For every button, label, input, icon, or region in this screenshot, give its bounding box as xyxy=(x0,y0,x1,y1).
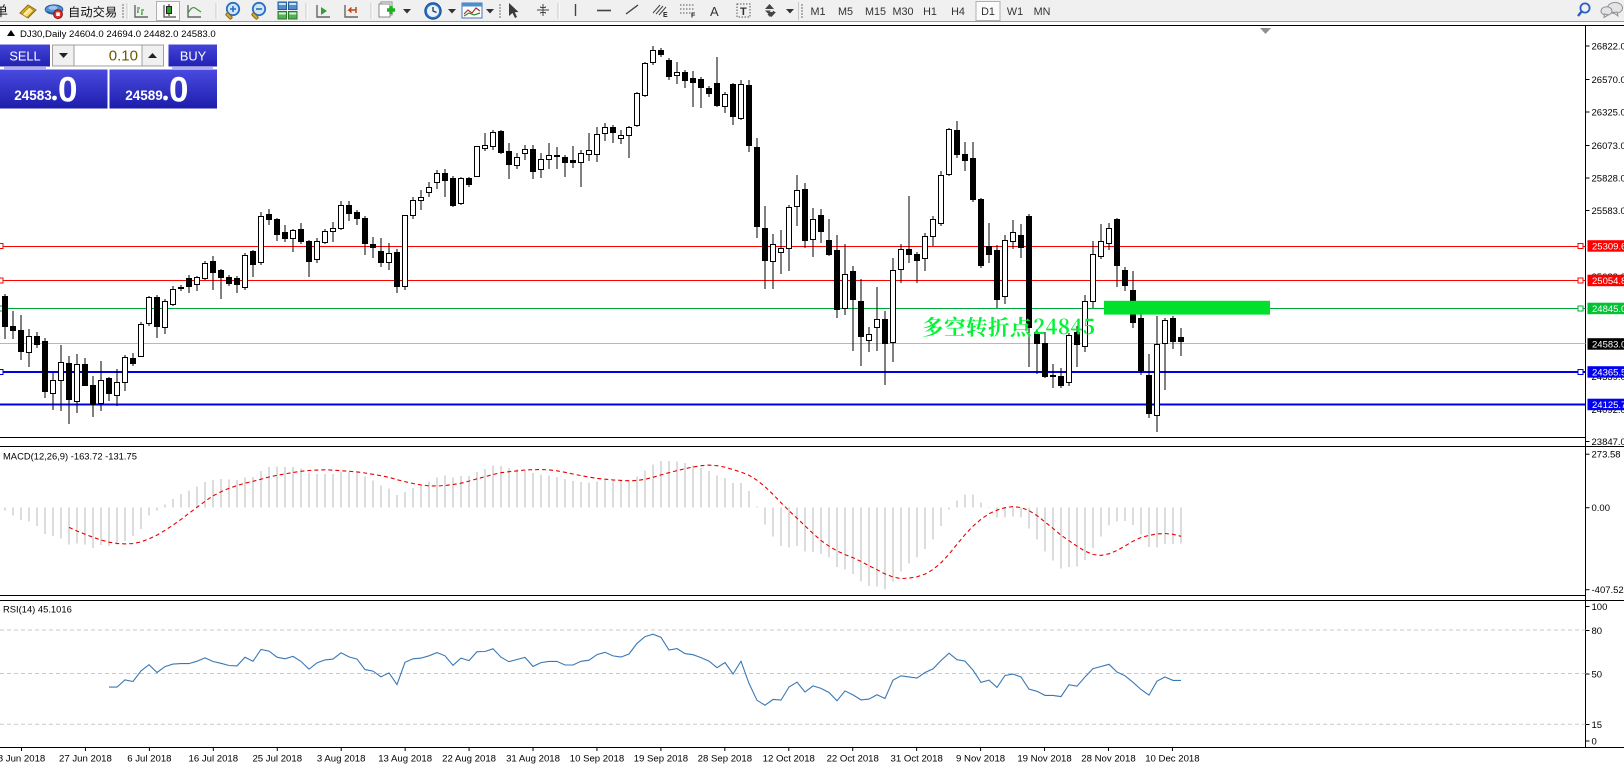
svg-text:19 Nov 2018: 19 Nov 2018 xyxy=(1017,754,1071,765)
svg-text:13 Aug 2018: 13 Aug 2018 xyxy=(378,754,432,765)
svg-text:3 Aug 2018: 3 Aug 2018 xyxy=(317,754,366,765)
svg-text:W1: W1 xyxy=(1007,6,1023,18)
svg-text:9 Nov 2018: 9 Nov 2018 xyxy=(956,754,1005,765)
svg-text:H4: H4 xyxy=(951,6,965,18)
svg-text:0: 0 xyxy=(1592,737,1597,748)
svg-text:0.10: 0.10 xyxy=(109,48,138,65)
svg-text:BUY: BUY xyxy=(180,49,207,64)
svg-text:16 Jul 2018: 16 Jul 2018 xyxy=(189,754,239,765)
svg-text:M1: M1 xyxy=(811,6,826,18)
svg-text:28 Sep 2018: 28 Sep 2018 xyxy=(698,754,752,765)
svg-text:-407.52: -407.52 xyxy=(1592,585,1624,596)
svg-text:22 Aug 2018: 22 Aug 2018 xyxy=(442,754,496,765)
svg-text:8 Jun 2018: 8 Jun 2018 xyxy=(0,754,45,765)
svg-text:24589: 24589 xyxy=(125,88,163,103)
svg-text:31 Oct 2018: 31 Oct 2018 xyxy=(891,754,943,765)
svg-text:19 Sep 2018: 19 Sep 2018 xyxy=(634,754,688,765)
svg-text:SELL: SELL xyxy=(9,49,40,64)
svg-text:273.58: 273.58 xyxy=(1592,450,1621,461)
svg-text:M5: M5 xyxy=(838,6,853,18)
svg-text:E: E xyxy=(663,12,668,19)
svg-text:23847.0: 23847.0 xyxy=(1592,437,1624,448)
svg-text:DJ30,Daily 24604.0 24694.0 24: DJ30,Daily 24604.0 24694.0 24482.0 24583… xyxy=(20,29,216,40)
svg-text:26570.0: 26570.0 xyxy=(1592,75,1624,86)
svg-text:F: F xyxy=(691,13,696,20)
svg-text:24365.5: 24365.5 xyxy=(1592,368,1624,379)
svg-text:22 Oct 2018: 22 Oct 2018 xyxy=(827,754,879,765)
svg-text:24125.7: 24125.7 xyxy=(1592,400,1624,411)
svg-text:24092.0: 24092.0 xyxy=(1592,405,1624,416)
svg-text:12 Oct 2018: 12 Oct 2018 xyxy=(763,754,815,765)
svg-text:25828.0: 25828.0 xyxy=(1592,174,1624,185)
svg-text:26822.0: 26822.0 xyxy=(1592,42,1624,53)
svg-text:0.00: 0.00 xyxy=(1592,503,1611,514)
svg-text:10 Sep 2018: 10 Sep 2018 xyxy=(570,754,624,765)
svg-text:24845.0: 24845.0 xyxy=(1592,304,1624,315)
svg-text:25054.8: 25054.8 xyxy=(1592,276,1624,287)
svg-text:27 Jun 2018: 27 Jun 2018 xyxy=(59,754,112,765)
svg-text:10 Dec 2018: 10 Dec 2018 xyxy=(1145,754,1199,765)
svg-text:M30: M30 xyxy=(892,6,913,18)
svg-text:6 Jul 2018: 6 Jul 2018 xyxy=(127,754,171,765)
svg-text:25309.6: 25309.6 xyxy=(1592,242,1624,253)
svg-text:0: 0 xyxy=(58,71,77,110)
svg-text:15: 15 xyxy=(1592,720,1603,731)
svg-text:MACD(12,26,9) -163.72 -131.75: MACD(12,26,9) -163.72 -131.75 xyxy=(3,451,137,462)
svg-text:D1: D1 xyxy=(981,6,995,18)
svg-text:31 Aug 2018: 31 Aug 2018 xyxy=(506,754,560,765)
svg-text:28 Nov 2018: 28 Nov 2018 xyxy=(1081,754,1135,765)
svg-text:50: 50 xyxy=(1592,670,1603,681)
svg-text:25583.0: 25583.0 xyxy=(1592,206,1624,217)
svg-text:24583.0: 24583.0 xyxy=(1592,340,1624,351)
svg-text:26325.0: 26325.0 xyxy=(1592,108,1624,119)
svg-text:H1: H1 xyxy=(923,6,937,18)
svg-text:A: A xyxy=(710,4,719,19)
svg-text:25 Jul 2018: 25 Jul 2018 xyxy=(252,754,302,765)
svg-text:RSI(14) 45.1016: RSI(14) 45.1016 xyxy=(3,604,72,615)
svg-text:24583: 24583 xyxy=(14,88,52,103)
svg-text:MN: MN xyxy=(1034,6,1051,18)
svg-text:T: T xyxy=(740,6,747,18)
svg-text:100: 100 xyxy=(1592,602,1608,613)
svg-text:M15: M15 xyxy=(865,6,886,18)
svg-text:0: 0 xyxy=(169,71,188,110)
svg-text:26073.0: 26073.0 xyxy=(1592,141,1624,152)
svg-text:80: 80 xyxy=(1592,626,1603,637)
